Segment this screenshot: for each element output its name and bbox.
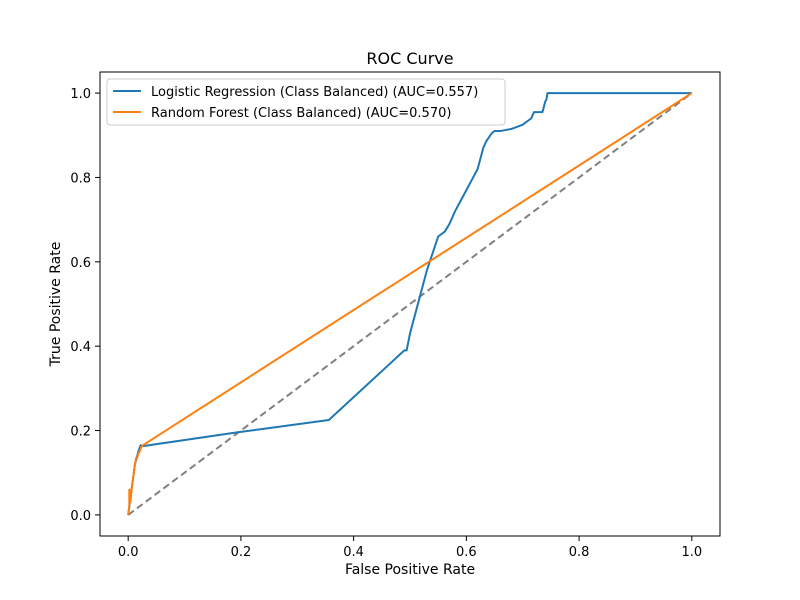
y-tick-label: 0.8: [70, 171, 91, 186]
x-tick-label: 0.6: [456, 545, 477, 560]
x-tick-label: 1.0: [681, 545, 702, 560]
x-tick-label: 0.0: [118, 545, 139, 560]
y-axis-label: True Positive Rate: [48, 242, 64, 368]
y-tick-label: 0.4: [70, 340, 91, 355]
x-axis-label: False Positive Rate: [345, 562, 475, 578]
x-axis-ticks: 0.0 0.2 0.4 0.6 0.8 1.0: [118, 536, 702, 560]
y-axis-ticks: 0.0 0.2 0.4 0.6 0.8 1.0: [70, 87, 100, 524]
y-tick-label: 0.6: [70, 256, 91, 271]
x-tick-label: 0.2: [231, 545, 252, 560]
series-line-random-forest: [127, 92, 693, 516]
x-tick-label: 0.4: [343, 545, 364, 560]
plot-frame: [99, 71, 721, 537]
y-tick-label: 0.2: [70, 425, 91, 440]
legend-label-random-forest: Random Forest (Class Balanced) (AUC=0.57…: [151, 106, 451, 121]
legend-label-logistic: Logistic Regression (Class Balanced) (AU…: [151, 85, 478, 100]
x-tick-label: 0.8: [569, 545, 590, 560]
y-tick-label: 1.0: [70, 87, 91, 102]
chart-title: ROC Curve: [366, 49, 453, 68]
legend-box: [106, 78, 506, 126]
legend: Logistic Regression (Class Balanced) (AU…: [106, 78, 506, 126]
reference-diagonal-line: [127, 92, 693, 516]
plot-lines: [127, 92, 693, 516]
y-tick-label: 0.0: [70, 509, 91, 524]
